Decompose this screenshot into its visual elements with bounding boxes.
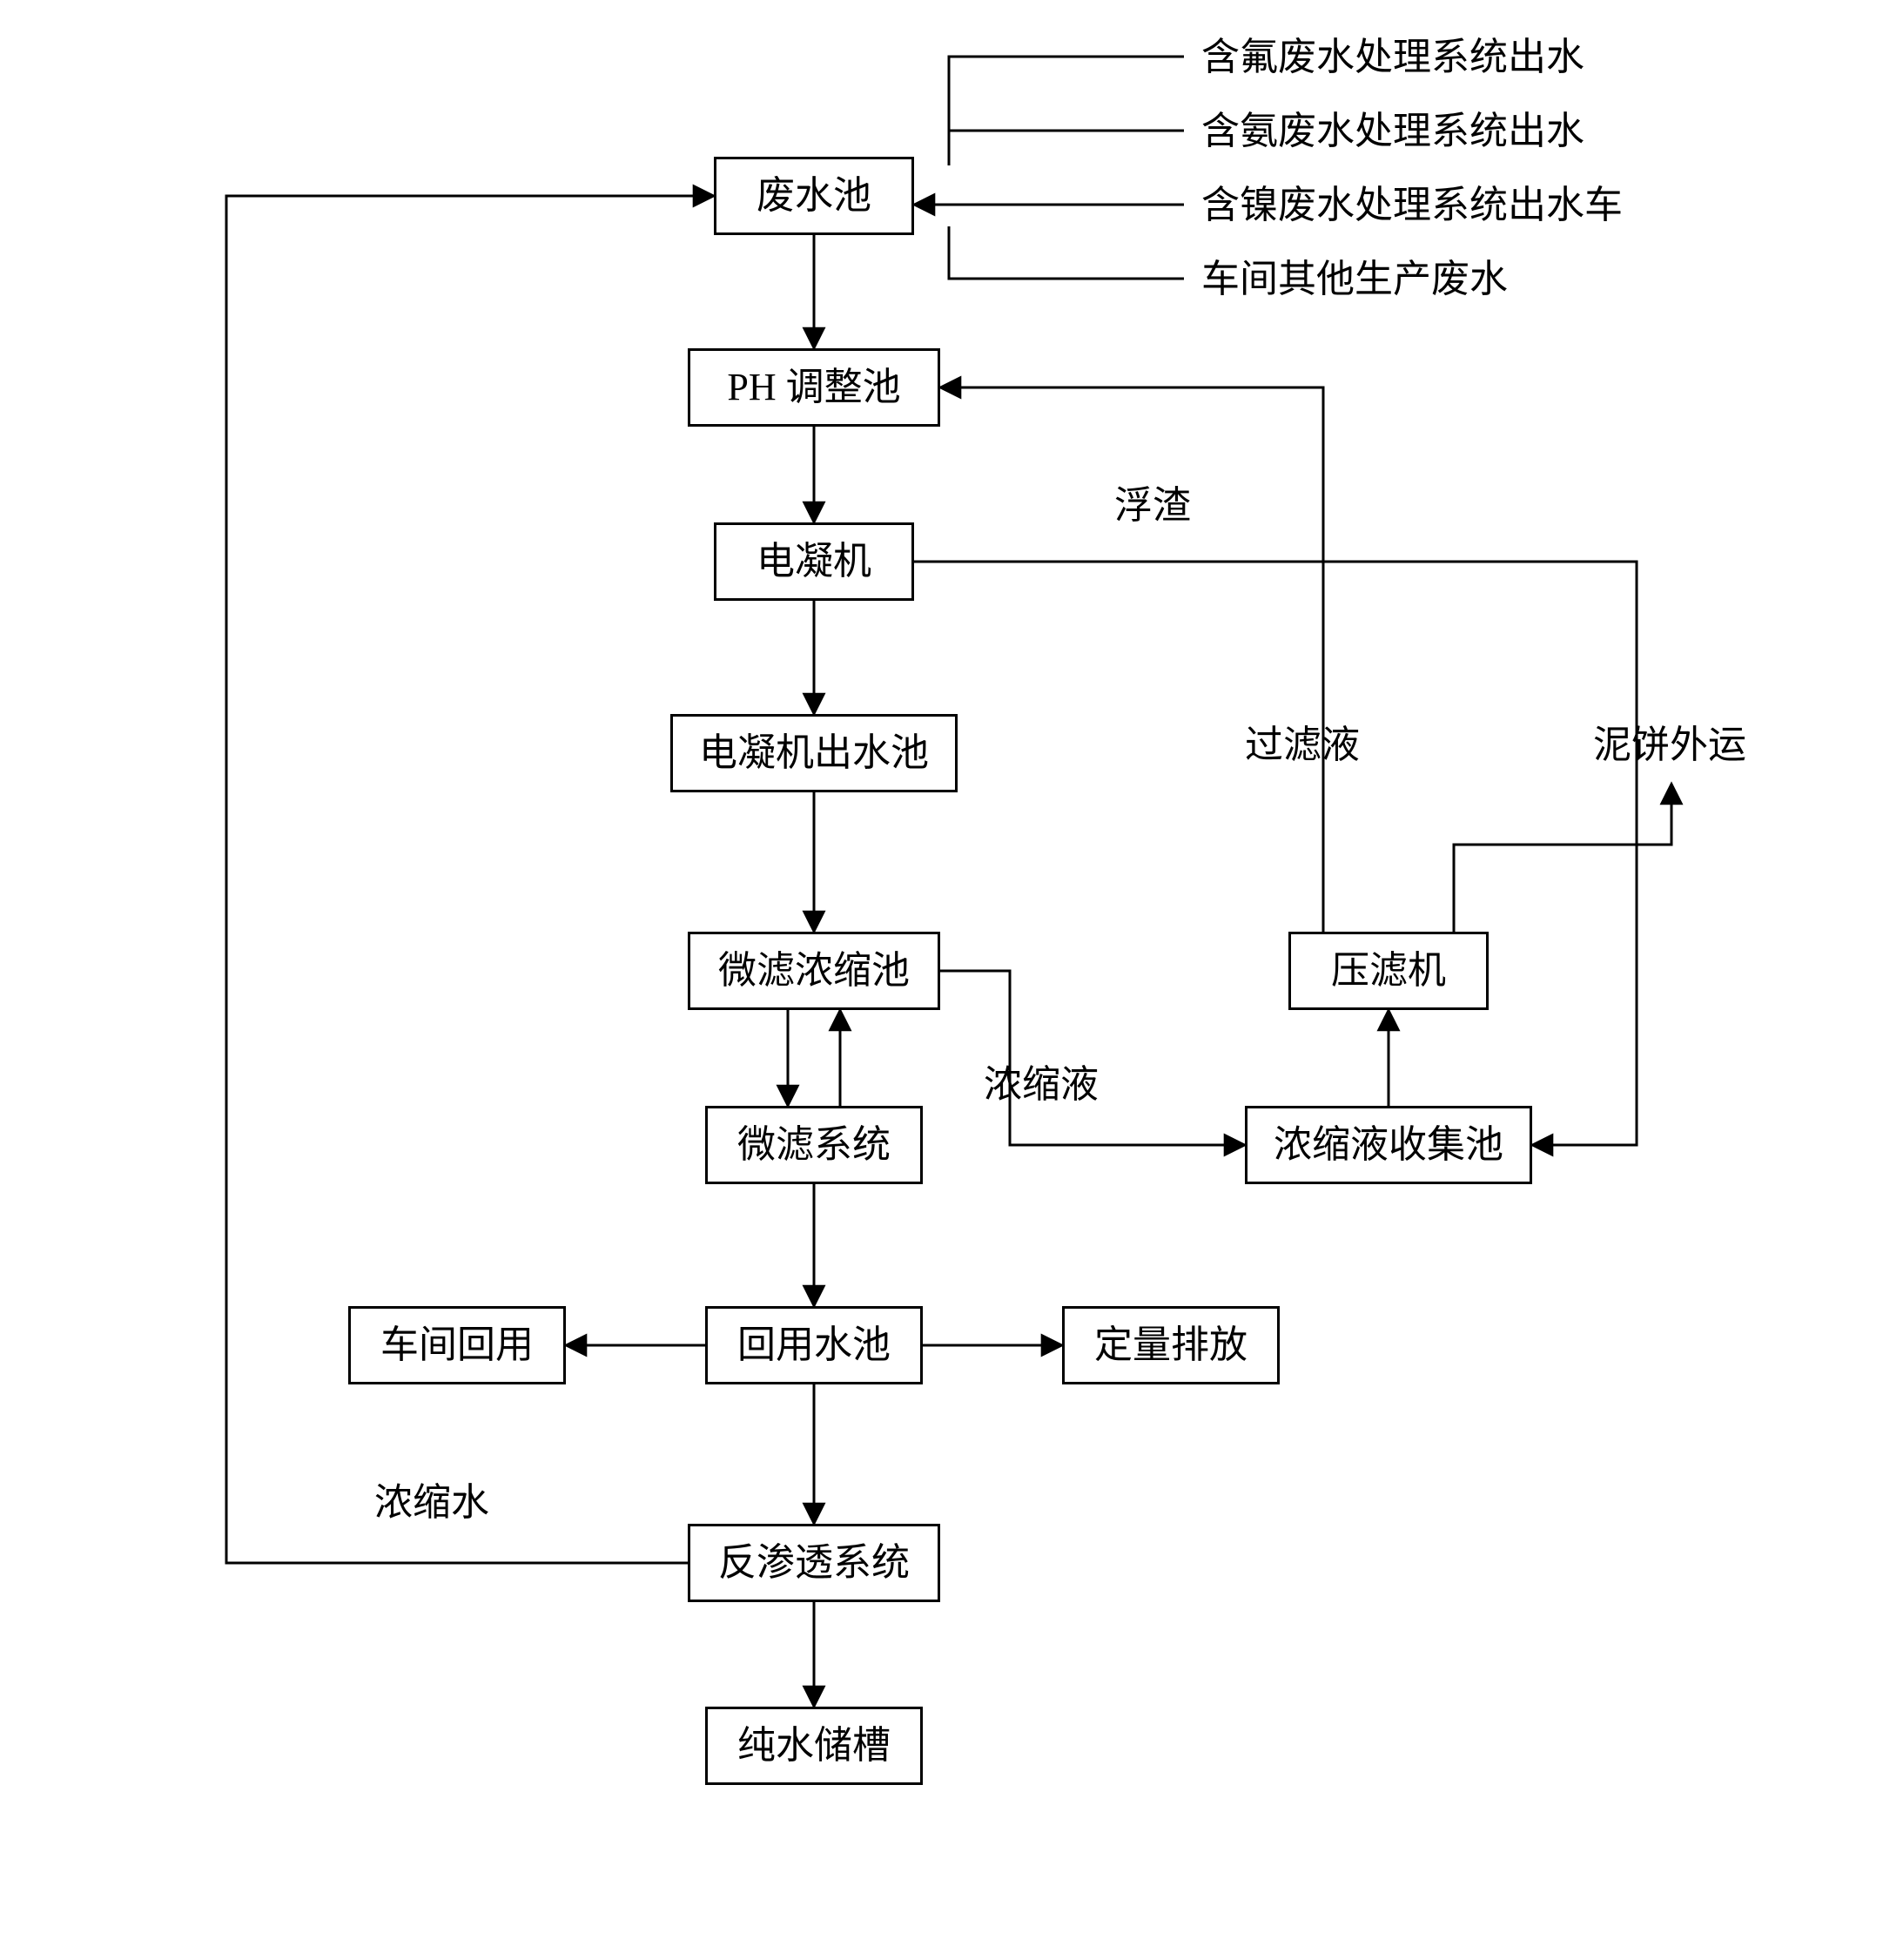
label-scum: 浮渣 (1114, 483, 1191, 529)
node-label: 车间回用 (380, 1323, 534, 1369)
node-workshop_reuse: 车间回用 (348, 1306, 566, 1384)
node-metered_discharge: 定量排放 (1062, 1306, 1280, 1384)
node-pure_water_tank: 纯水储槽 (705, 1707, 923, 1785)
label-in_fluoride: 含氟废水处理系统出水 (1201, 35, 1584, 81)
node-label: 废水池 (757, 173, 871, 219)
node-filter_press: 压滤机 (1288, 932, 1489, 1010)
flowchart-canvas: 废水池 PH 调整池电凝机电凝机出水池微滤浓缩池微滤系统回用水池反渗透系统纯水储槽… (0, 0, 1883, 1960)
label-in_nickel: 含镍废水处理系统出水车 (1201, 183, 1623, 229)
label-text: 含镍废水处理系统出水车 (1201, 184, 1623, 226)
node-label: 反渗透系统 (718, 1540, 910, 1586)
label-text: 过滤液 (1245, 724, 1360, 766)
node-label: 电凝机出水池 (699, 731, 929, 777)
node-label: 压滤机 (1331, 948, 1446, 994)
label-conc_water: 浓缩水 (374, 1480, 489, 1526)
node-conc_collect_tank: 浓缩液收集池 (1245, 1106, 1532, 1184)
node-mf_conc_tank: 微滤浓缩池 (688, 932, 940, 1010)
node-label: 回用水池 (737, 1323, 891, 1369)
edges-layer (0, 0, 1883, 1960)
edge-e_press_cake (1454, 784, 1671, 932)
node-ro_system: 反渗透系统 (688, 1524, 940, 1602)
label-text: 车间其他生产废水 (1201, 258, 1508, 300)
node-label: 定量排放 (1094, 1323, 1247, 1369)
node-coag_out_tank: 电凝机出水池 (670, 714, 958, 792)
label-in_other: 车间其他生产废水 (1201, 257, 1508, 303)
node-label: 浓缩液收集池 (1274, 1122, 1503, 1169)
edge-e_press_filtrate (940, 387, 1323, 932)
label-in_ammonia: 含氨废水处理系统出水 (1201, 109, 1584, 155)
edge-e_in4 (949, 226, 1184, 279)
node-label: 电凝机 (757, 539, 871, 585)
node-reuse_tank: 回用水池 (705, 1306, 923, 1384)
label-cake_out: 泥饼外运 (1593, 723, 1746, 769)
label-text: 泥饼外运 (1593, 724, 1746, 766)
label-filtrate: 过滤液 (1245, 723, 1360, 769)
label-text: 含氟废水处理系统出水 (1201, 36, 1584, 78)
label-text: 浓缩水 (374, 1481, 489, 1524)
node-wastewater_tank: 废水池 (714, 157, 914, 235)
node-ph_tank: PH 调整池 (688, 348, 940, 427)
node-coagulator: 电凝机 (714, 522, 914, 601)
node-label: 微滤系统 (737, 1122, 891, 1169)
node-label: PH 调整池 (727, 365, 900, 411)
label-text: 浓缩液 (984, 1063, 1099, 1106)
node-mf_system: 微滤系统 (705, 1106, 923, 1184)
edge-e_mf_to_coll (940, 971, 1245, 1145)
label-text: 浮渣 (1114, 484, 1191, 527)
edge-e_in1 (949, 57, 1184, 165)
edge-e_scum (914, 562, 1637, 1145)
node-label: 纯水储槽 (737, 1723, 891, 1769)
node-label: 微滤浓缩池 (718, 948, 910, 994)
label-concentrate: 浓缩液 (984, 1062, 1099, 1108)
label-text: 含氨废水处理系统出水 (1201, 110, 1584, 152)
